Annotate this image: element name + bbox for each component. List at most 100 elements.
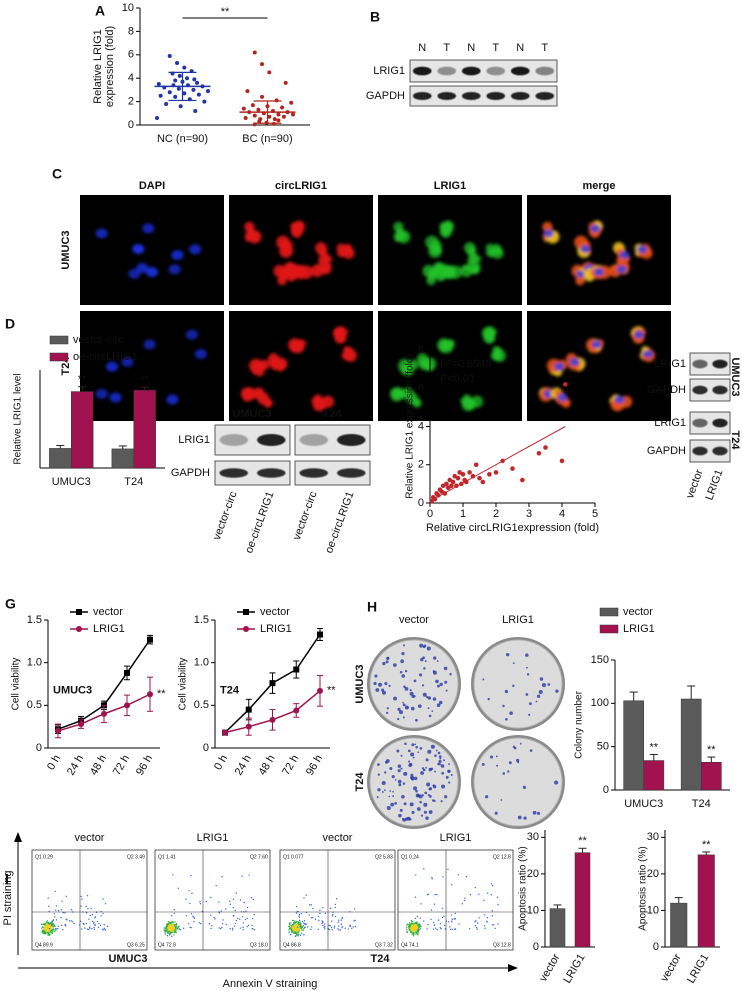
colony <box>448 781 451 784</box>
event <box>406 929 408 931</box>
colony <box>444 680 448 684</box>
blob <box>430 240 442 252</box>
nucleus <box>145 267 158 278</box>
event <box>218 927 220 929</box>
bar <box>49 448 72 469</box>
event <box>46 924 48 926</box>
colony <box>422 656 425 660</box>
y-axis-label: Apoptosis ratio (%) <box>638 846 649 930</box>
point <box>520 477 525 483</box>
marker <box>124 669 130 676</box>
column-label: DAPI <box>139 180 165 192</box>
event <box>297 921 299 923</box>
event <box>423 920 425 922</box>
event <box>414 896 417 898</box>
event <box>426 928 428 930</box>
event <box>431 878 433 880</box>
event <box>308 914 310 916</box>
event <box>85 922 88 925</box>
event <box>415 926 417 929</box>
event <box>99 924 102 927</box>
event <box>454 928 457 930</box>
bar <box>670 902 688 948</box>
colony <box>535 700 538 703</box>
event <box>430 918 432 921</box>
y-tick-label: 2 <box>128 96 134 108</box>
colony <box>502 704 505 708</box>
event <box>486 921 488 923</box>
blot-band <box>337 434 366 446</box>
event <box>413 926 416 928</box>
x-tick-label: 5 <box>592 508 598 520</box>
colony <box>398 813 402 818</box>
event <box>220 910 222 912</box>
colony <box>438 759 442 764</box>
event <box>341 927 343 929</box>
row-label: LRIG1 <box>654 417 686 429</box>
nucleus <box>580 244 591 253</box>
point <box>559 458 565 464</box>
colony <box>405 817 409 821</box>
colony <box>426 646 431 651</box>
y-axis-label: Relative LRIG1 level <box>13 373 24 464</box>
event <box>170 921 173 923</box>
point <box>543 445 548 450</box>
colony <box>439 763 442 766</box>
colony <box>392 790 394 793</box>
blot-strip <box>409 85 558 107</box>
bar <box>71 391 94 469</box>
blob <box>412 398 422 408</box>
event <box>409 927 411 929</box>
panel-letter: B <box>370 9 380 25</box>
colony <box>399 670 403 674</box>
blob <box>267 353 280 365</box>
x-tick-label: 0 <box>427 508 433 520</box>
blob <box>408 359 419 371</box>
legend-label: oe-circLRIG1 <box>73 351 138 363</box>
blob <box>259 359 270 371</box>
event <box>247 924 250 927</box>
event <box>237 917 239 920</box>
event <box>100 915 102 917</box>
event <box>484 914 486 916</box>
event <box>172 874 174 876</box>
x-tick-label: UMUC3 <box>624 798 663 810</box>
blob <box>489 250 496 258</box>
plot-title: LRIG1 <box>197 832 229 844</box>
y-tick-label: 0 <box>36 742 42 754</box>
x-tick-label: NC (n=90) <box>157 133 208 145</box>
colony <box>393 696 397 701</box>
dot <box>250 103 255 108</box>
event <box>234 909 237 912</box>
dot <box>202 99 207 104</box>
blot-band <box>712 385 728 395</box>
event <box>319 912 321 915</box>
y-tick-label: 0 <box>418 497 424 509</box>
event <box>101 928 104 931</box>
marker <box>55 727 61 734</box>
event <box>43 932 45 935</box>
colony <box>526 673 530 676</box>
colony <box>410 752 415 757</box>
event <box>166 929 168 931</box>
arrow-head <box>508 964 518 972</box>
nucleus <box>95 388 108 399</box>
colony <box>435 749 438 752</box>
colony <box>536 694 541 699</box>
event <box>48 934 51 937</box>
event <box>451 884 453 886</box>
colony <box>443 759 445 762</box>
event <box>496 896 499 899</box>
colony <box>411 810 415 815</box>
colony <box>438 755 442 759</box>
colony <box>385 711 389 715</box>
x-axis-label: Relative circLRIG1expression (fold) <box>426 522 599 534</box>
event <box>483 899 485 902</box>
event <box>93 926 95 929</box>
event <box>53 913 55 915</box>
point <box>487 472 492 477</box>
dot <box>193 108 198 113</box>
blob <box>277 275 287 286</box>
blot-band <box>692 359 708 369</box>
event <box>169 925 171 927</box>
